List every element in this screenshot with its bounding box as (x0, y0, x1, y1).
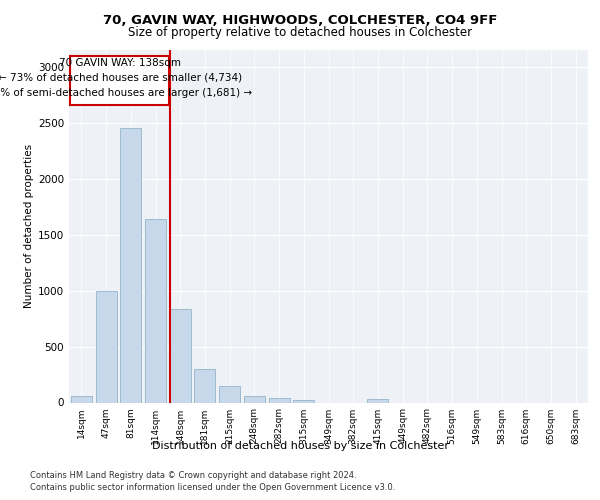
Text: Contains public sector information licensed under the Open Government Licence v3: Contains public sector information licen… (30, 484, 395, 492)
Bar (367, 399, 388, 402)
Bar (170, 309, 191, 402)
Text: Contains HM Land Registry data © Crown copyright and database right 2024.: Contains HM Land Registry data © Crown c… (30, 471, 356, 480)
Bar (293, 400, 314, 402)
Text: 70, GAVIN WAY, HIGHWOODS, COLCHESTER, CO4 9FF: 70, GAVIN WAY, HIGHWOODS, COLCHESTER, CO… (103, 14, 497, 27)
Bar (120, 128, 141, 402)
Y-axis label: Number of detached properties: Number of detached properties (24, 144, 34, 308)
FancyBboxPatch shape (70, 56, 169, 105)
Bar (219, 386, 240, 402)
Bar (194, 369, 215, 402)
Text: Distribution of detached houses by size in Colchester: Distribution of detached houses by size … (151, 441, 449, 451)
Bar (95, 290, 116, 403)
Text: Size of property relative to detached houses in Colchester: Size of property relative to detached ho… (128, 26, 472, 39)
Bar (244, 396, 265, 402)
Text: 26% of semi-detached houses are larger (1,681) →: 26% of semi-detached houses are larger (… (0, 88, 252, 99)
Bar (269, 398, 290, 402)
Bar (71, 396, 92, 402)
Text: 70 GAVIN WAY: 138sqm: 70 GAVIN WAY: 138sqm (59, 58, 181, 68)
Text: ← 73% of detached houses are smaller (4,734): ← 73% of detached houses are smaller (4,… (0, 73, 242, 83)
Bar (145, 219, 166, 402)
